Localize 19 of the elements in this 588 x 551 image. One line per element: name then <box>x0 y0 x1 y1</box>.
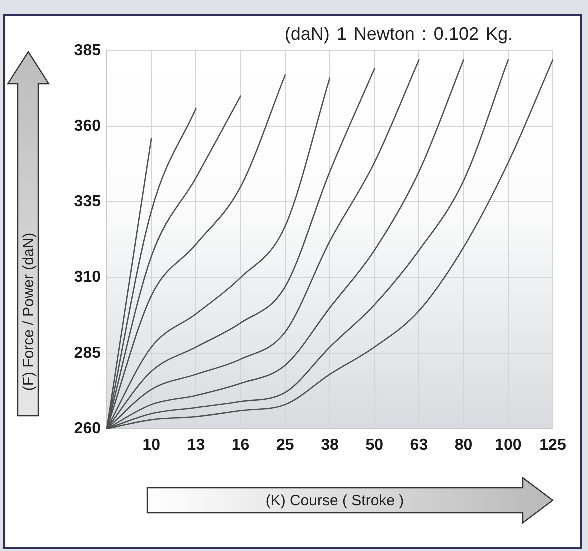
x-tick-label: 25 <box>276 437 294 454</box>
y-tick-label: 310 <box>74 269 102 286</box>
x-tick-label: 63 <box>410 437 428 454</box>
x-tick-label: 38 <box>321 437 339 454</box>
x-tick-label: 13 <box>187 437 206 454</box>
x-tick-label: 50 <box>366 437 384 454</box>
y-tick-label: 360 <box>74 118 102 136</box>
y-tick-label: 285 <box>74 344 102 362</box>
x-tick-label: 80 <box>454 437 473 454</box>
x-tick-label: 100 <box>495 437 522 454</box>
y-tick-label: 385 <box>74 42 102 60</box>
x-tick-label: 16 <box>232 437 250 454</box>
x-tick-label: 125 <box>540 437 566 454</box>
x-tick-label: 10 <box>142 437 161 454</box>
y-axis-title: (F) Force / Power (daN) <box>20 232 38 392</box>
y-tick-label: 335 <box>74 194 102 211</box>
x-axis-title: (K) Course ( Stroke ) <box>266 492 404 510</box>
y-tick-label: 260 <box>74 420 102 438</box>
chart-title: (daN) 1 Newton : 0.102 Kg. <box>284 24 513 45</box>
